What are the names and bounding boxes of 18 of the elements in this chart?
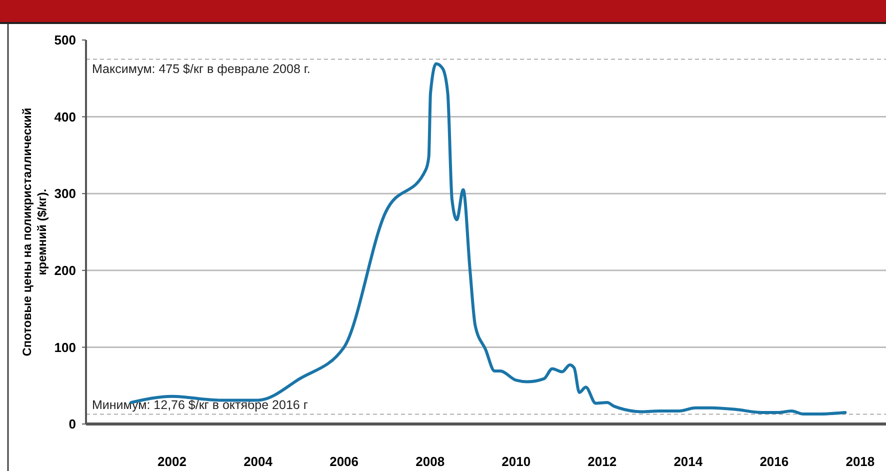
x-tick-label: 2006 xyxy=(330,454,359,469)
x-tick-label: 2014 xyxy=(674,454,704,469)
y-tick-label: 0 xyxy=(68,416,76,432)
x-tick-label: 2002 xyxy=(158,454,186,469)
ref-line-label: Минимум: 12,76 $/кг в октябре 2016 г xyxy=(92,398,308,412)
x-tick-label: 2008 xyxy=(416,454,445,469)
x-tick-label: 2012 xyxy=(588,454,617,469)
y-tick-label: 300 xyxy=(54,186,76,202)
x-tick-label: 2018 xyxy=(846,454,875,469)
y-tick-label: 200 xyxy=(54,262,76,278)
y-tick-label: 400 xyxy=(54,109,76,124)
y-tick-label: 500 xyxy=(54,32,76,48)
x-tick-label: 2010 xyxy=(502,454,531,469)
ref-line-label: Максимум: 475 $/кг в феврале 2008 г. xyxy=(92,62,310,76)
y-axis-title: Спотовые цены на поликристаллический кремний ($/кг). xyxy=(20,108,49,356)
y-tick-label: 100 xyxy=(54,340,76,355)
x-tick-label: 2004 xyxy=(244,454,274,469)
x-tick-label: 2016 xyxy=(760,454,789,469)
